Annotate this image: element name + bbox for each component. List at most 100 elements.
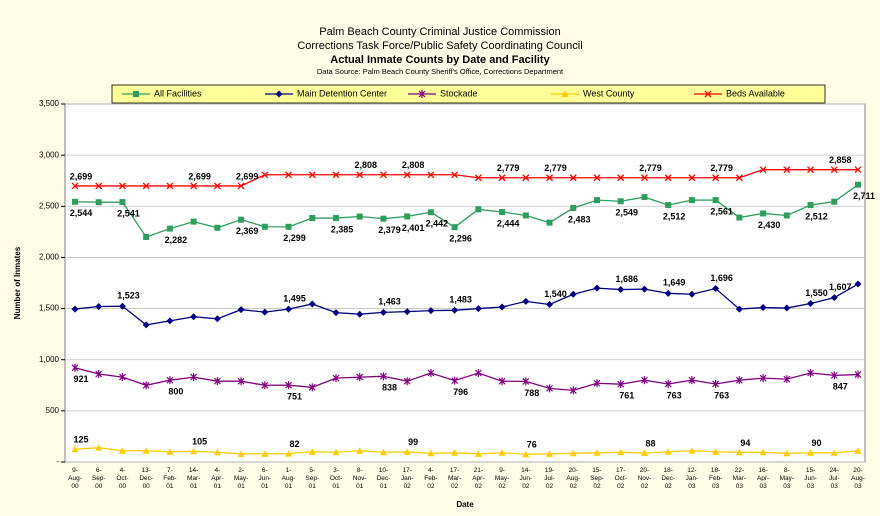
marker — [783, 375, 791, 384]
data-label: 2,512 — [805, 211, 828, 221]
marker — [641, 194, 648, 201]
marker — [688, 174, 696, 182]
marker — [522, 212, 529, 219]
marker — [285, 305, 293, 313]
marker — [356, 310, 364, 318]
data-label: 2,779 — [639, 163, 662, 173]
marker — [95, 182, 103, 190]
marker — [418, 90, 426, 98]
marker — [214, 224, 221, 231]
marker — [261, 308, 269, 316]
marker — [333, 215, 339, 222]
legend-label: Stockade — [440, 88, 478, 98]
data-label: 2,369 — [236, 226, 259, 236]
data-label: 2,699 — [188, 171, 211, 181]
marker — [332, 374, 340, 383]
x-tick-label: 6-Jun-01 — [258, 467, 271, 490]
marker — [238, 216, 245, 223]
marker — [237, 450, 245, 457]
x-tick-label: 21-Apr-02 — [472, 467, 484, 490]
x-tick-label: 4-Apr-01 — [211, 467, 223, 490]
marker — [166, 182, 174, 190]
marker — [759, 374, 767, 383]
marker — [704, 90, 712, 98]
marker — [95, 303, 103, 311]
marker — [427, 209, 434, 216]
x-tick-label: 18-Feb-03 — [709, 467, 722, 490]
marker — [569, 449, 577, 457]
marker — [475, 206, 482, 213]
marker — [285, 381, 292, 390]
marker — [498, 449, 506, 456]
marker — [712, 197, 719, 204]
x-tick-label: 17-Mar-02 — [448, 467, 461, 490]
marker — [522, 297, 530, 305]
marker — [237, 377, 245, 386]
marker — [783, 449, 791, 457]
marker — [807, 166, 815, 174]
data-label: 82 — [290, 439, 300, 449]
marker — [190, 373, 198, 382]
data-label: 2,442 — [426, 219, 449, 229]
data-label: 1,483 — [449, 295, 472, 305]
marker — [190, 313, 198, 321]
marker — [783, 304, 791, 312]
y-tick-label: 1,000 — [39, 355, 60, 364]
series-line — [74, 184, 859, 238]
data-label: 800 — [168, 387, 183, 397]
marker — [166, 225, 173, 232]
marker — [142, 381, 150, 390]
marker — [427, 171, 435, 179]
marker — [143, 233, 150, 240]
data-label: 2,858 — [829, 155, 852, 165]
marker — [664, 289, 672, 297]
x-tick-label: 20-Aug-02 — [566, 467, 580, 490]
marker — [142, 447, 150, 454]
marker — [854, 280, 862, 288]
marker — [379, 448, 387, 456]
data-label: 1,495 — [283, 293, 306, 303]
chart-subtitle: Corrections Task Force/Public Safety Coo… — [297, 40, 582, 52]
marker — [118, 182, 126, 190]
legend — [111, 84, 826, 104]
marker — [830, 294, 838, 302]
data-label: 1,649 — [663, 278, 686, 288]
marker — [118, 447, 126, 454]
data-label: 2,299 — [283, 233, 306, 243]
marker — [285, 223, 292, 230]
y-tick-label: 1,500 — [39, 304, 60, 313]
marker — [593, 284, 601, 292]
marker — [807, 202, 814, 209]
x-tick-label: 8-Nov-01 — [353, 467, 367, 490]
marker — [332, 309, 340, 317]
marker — [285, 450, 293, 457]
marker — [403, 448, 411, 455]
x-tick-label: 14-Jun-02 — [519, 467, 532, 490]
marker — [213, 377, 221, 386]
marker — [735, 376, 743, 385]
marker — [332, 448, 340, 456]
marker — [356, 447, 364, 454]
marker — [213, 182, 221, 190]
x-tick-label: 4-Oct-00 — [116, 467, 128, 490]
marker — [142, 182, 150, 190]
marker — [522, 377, 530, 386]
data-label: 94 — [740, 438, 750, 448]
x-tick-label: 15-Sep-02 — [590, 467, 604, 490]
marker — [71, 445, 79, 453]
marker — [570, 205, 577, 212]
series-line — [74, 367, 859, 392]
marker — [403, 377, 411, 386]
marker — [119, 199, 126, 206]
data-label: 2,699 — [236, 171, 259, 181]
marker — [561, 90, 569, 97]
data-label: 2,483 — [568, 214, 591, 224]
marker — [617, 174, 625, 182]
legend-label: All Facilities — [154, 88, 202, 98]
marker — [735, 448, 743, 456]
marker — [332, 171, 340, 179]
x-tick-label: 14-Mar-01 — [187, 467, 200, 490]
marker — [830, 449, 838, 456]
marker — [807, 449, 815, 456]
x-tick-label: 4-Feb-02 — [424, 467, 437, 490]
